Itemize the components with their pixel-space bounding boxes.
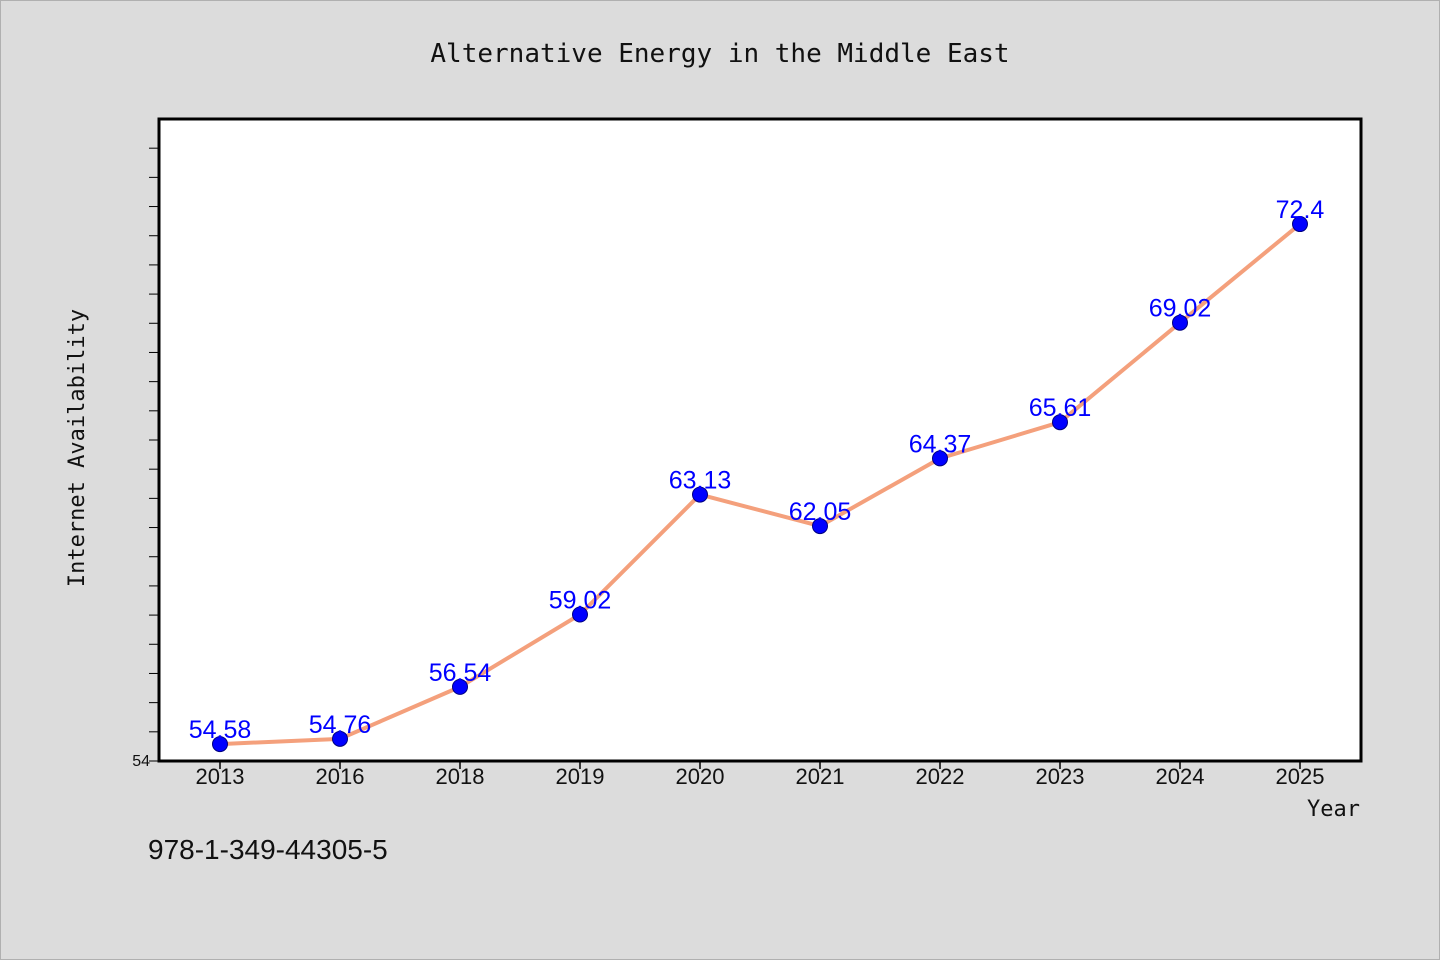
y-axis-ticks bbox=[149, 147, 159, 762]
data-label: 54.76 bbox=[309, 711, 372, 739]
data-label: 64.37 bbox=[909, 430, 972, 458]
data-point bbox=[1052, 414, 1068, 431]
x-tick-label: 2019 bbox=[556, 764, 605, 789]
data-point bbox=[212, 736, 228, 753]
data-label: 65.61 bbox=[1029, 394, 1092, 422]
series-line bbox=[218, 222, 1302, 747]
x-tick-label: 2013 bbox=[196, 764, 245, 789]
x-tick-label: 2021 bbox=[796, 764, 845, 789]
series-group bbox=[218, 222, 1302, 747]
x-tick-label: 2022 bbox=[916, 764, 965, 789]
data-label: 62.05 bbox=[789, 498, 852, 526]
chart-title: Alternative Energy in the Middle East bbox=[430, 39, 1009, 69]
data-label: 72.4 bbox=[1276, 196, 1325, 224]
markers-group bbox=[212, 216, 1308, 753]
data-label: 63.13 bbox=[669, 467, 732, 495]
data-point bbox=[572, 606, 588, 623]
data-point bbox=[1172, 314, 1188, 331]
data-label: 54.58 bbox=[189, 716, 252, 744]
x-tick-label: 2023 bbox=[1036, 764, 1085, 789]
data-label: 69.02 bbox=[1149, 295, 1212, 323]
data-labels-group: 54.58 54.76 56.54 59.02 63.13 62.05 64.37 65.61… bbox=[189, 196, 1325, 744]
x-tick-label: 2018 bbox=[436, 764, 485, 789]
plot-area bbox=[157, 117, 1363, 763]
x-axis-label: Year bbox=[1307, 797, 1360, 822]
y-axis-label: Internet Availability bbox=[65, 309, 90, 587]
data-label: 59.02 bbox=[549, 587, 612, 615]
isbn-text: 978-1-349-44305-5 bbox=[148, 834, 388, 865]
data-point bbox=[932, 450, 948, 467]
y-tick-label: 54 bbox=[132, 753, 150, 770]
x-axis-ticks: 2013 2016 2018 2019 2020 2021 2022 2023 2024 2025 bbox=[196, 761, 1325, 789]
data-point bbox=[332, 730, 348, 747]
data-point bbox=[452, 678, 468, 695]
data-point bbox=[692, 486, 708, 503]
x-tick-label: 2025 bbox=[1276, 764, 1325, 789]
x-tick-label: 2024 bbox=[1156, 764, 1205, 789]
data-label: 56.54 bbox=[429, 659, 492, 687]
data-point bbox=[812, 518, 828, 535]
x-tick-label: 2016 bbox=[316, 764, 365, 789]
data-point bbox=[1292, 216, 1308, 233]
x-tick-label: 2020 bbox=[676, 764, 725, 789]
